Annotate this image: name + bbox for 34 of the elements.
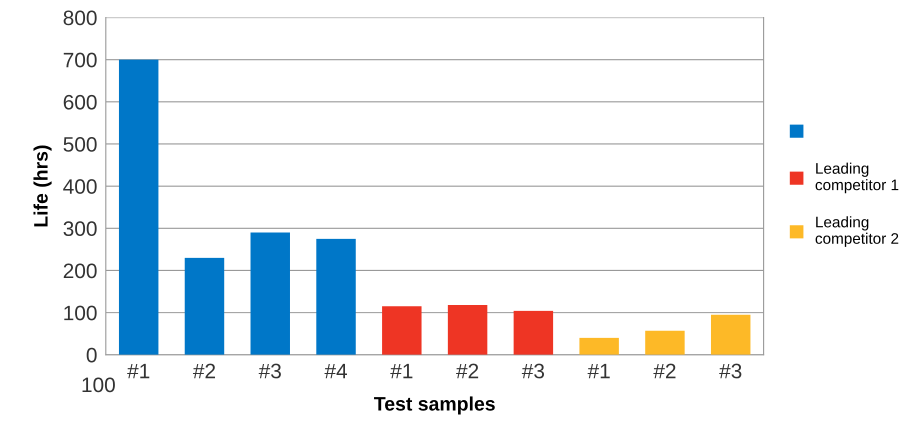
x-axis-title: Test samples — [374, 396, 495, 415]
y-tick-label: 700 — [64, 52, 97, 68]
x-tick-label: #3 — [522, 364, 544, 378]
bar — [118, 60, 158, 355]
x-tick-label: #3 — [719, 364, 742, 378]
y-tick-label: 100 — [64, 306, 97, 320]
y-axis-title: Life (hrs) — [33, 146, 52, 226]
legend-label: Leading competitor 1 — [816, 162, 898, 194]
x-tick-label: #2 — [653, 364, 676, 378]
x-tick-label: #1 — [390, 364, 412, 378]
y-tick-label: 0 — [86, 348, 97, 363]
x-tick-label: #2 — [192, 364, 216, 378]
y-tick-label: 400 — [63, 179, 97, 194]
bar — [184, 258, 224, 355]
y-tick-label: 800 — [64, 10, 97, 26]
bar — [514, 310, 554, 355]
bar — [250, 232, 290, 355]
x-tick-label: #3 — [258, 364, 281, 378]
bar — [382, 306, 422, 355]
x-tick-label: #1 — [588, 364, 610, 378]
x-tick-label: #4 — [324, 364, 348, 378]
bar — [645, 330, 685, 355]
text: 100 — [82, 377, 115, 392]
bar — [710, 314, 750, 355]
y-tick-label: 600 — [64, 94, 97, 110]
y-tick-label: 500 — [64, 136, 97, 152]
x-tick-label: #2 — [456, 364, 478, 378]
y-tick-label: 200 — [64, 263, 97, 278]
bar — [316, 238, 356, 355]
bar — [579, 338, 619, 355]
x-tick-label: #1 — [127, 364, 150, 378]
bar — [448, 305, 488, 355]
y-tick-label: 300 — [64, 221, 97, 236]
legend-label: Leading competitor 2 — [816, 216, 898, 247]
